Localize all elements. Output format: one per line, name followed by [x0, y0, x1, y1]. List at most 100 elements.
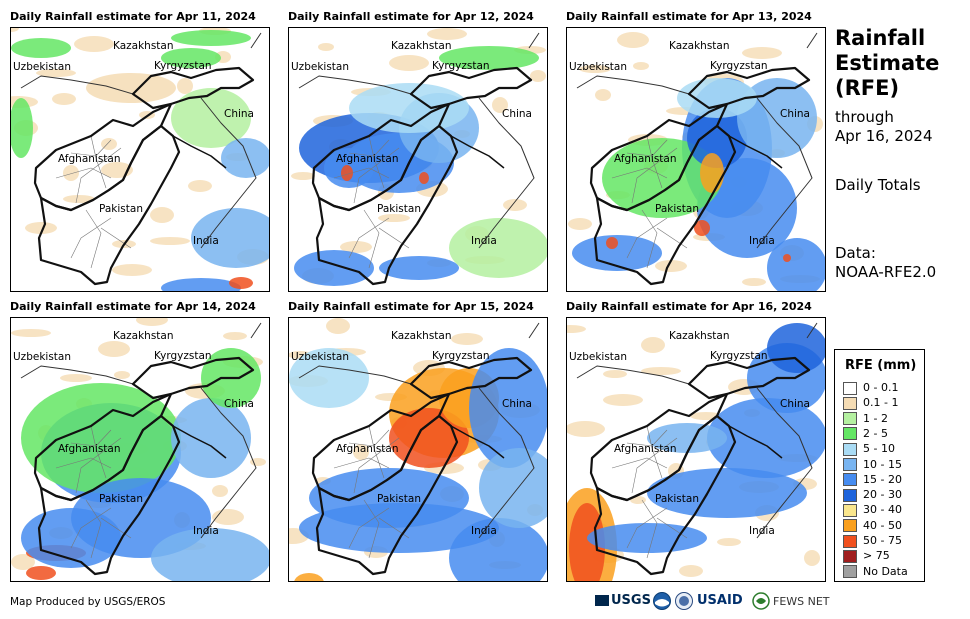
rain-area: [647, 468, 807, 518]
rain-area: [633, 62, 649, 70]
daily-totals-text: Daily Totals: [835, 176, 921, 194]
legend-item: No Data: [843, 564, 908, 579]
country-label-afghanistan: Afghanistan: [336, 443, 399, 455]
legend-label: 15 - 20: [863, 472, 902, 486]
rain-area: [294, 250, 374, 286]
legend-label: 0 - 0.1: [863, 381, 899, 394]
rain-area: [36, 69, 76, 77]
country-label-china: China: [502, 108, 532, 120]
rain-area: [567, 421, 605, 437]
country-label-india: India: [471, 525, 497, 537]
country-label-uzbekistan: Uzbekistan: [13, 351, 71, 363]
rain-area: [603, 370, 627, 378]
through-text: through Apr 16, 2024: [835, 108, 933, 146]
rain-area: [378, 214, 410, 222]
legend-item: 1 - 2: [843, 411, 888, 426]
country-label-kazakhstan: Kazakhstan: [113, 40, 174, 52]
country-label-pakistan: Pakistan: [377, 493, 421, 505]
rain-area: [389, 55, 429, 71]
rain-area: [641, 367, 681, 375]
rain-area: [677, 78, 757, 118]
rain-area: [136, 318, 168, 326]
rain-area: [568, 218, 592, 230]
through-label: through: [835, 108, 894, 126]
country-label-uzbekistan: Uzbekistan: [13, 61, 71, 73]
rain-area: [579, 65, 611, 73]
country-label-india: India: [471, 235, 497, 247]
through-date: Apr 16, 2024: [835, 127, 933, 145]
rain-area: [63, 165, 79, 181]
rain-area: [229, 277, 253, 289]
rain-area: [150, 207, 174, 223]
panel-title: Daily Rainfall estimate for Apr 13, 2024: [566, 10, 812, 23]
rain-area: [783, 254, 791, 262]
country-label-india: India: [749, 235, 775, 247]
legend-swatch: [843, 396, 857, 410]
title-line-1: Rainfall: [835, 26, 926, 50]
country-label-china: China: [224, 108, 254, 120]
rainfall-map: Kazakhstan Uzbekistan Kyrgyzstan China Afgha…: [288, 317, 548, 582]
panel-title: Daily Rainfall estimate for Apr 14, 2024: [10, 300, 256, 313]
fews-net-logo: FEWS NET: [773, 595, 830, 608]
legend-swatch: [843, 565, 857, 579]
country-label-kyrgyzstan: Kyrgyzstan: [710, 350, 768, 362]
panel-title: Daily Rainfall estimate for Apr 16, 2024: [566, 300, 812, 313]
rain-area: [151, 528, 269, 581]
rain-area: [212, 485, 228, 497]
rain-area: [74, 36, 114, 52]
rain-area: [767, 323, 825, 373]
rain-area: [25, 222, 57, 234]
rain-area: [694, 220, 710, 236]
rainfall-map: Kazakhstan Uzbekistan Kyrgyzstan China Afgha…: [566, 27, 826, 292]
rain-area: [353, 444, 369, 460]
legend-label: 50 - 75: [863, 534, 902, 547]
legend-swatch: [843, 442, 857, 456]
country-label-india: India: [749, 525, 775, 537]
country-label-kazakhstan: Kazakhstan: [669, 330, 730, 342]
rain-area: [318, 43, 334, 51]
rain-area: [294, 573, 324, 581]
legend-label: 40 - 50: [863, 518, 902, 532]
legend-swatch: [843, 549, 857, 563]
country-label-china: China: [780, 108, 810, 120]
rainfall-map: Kazakhstan Uzbekistan Kyrgyzstan China Afgha…: [566, 317, 826, 582]
rain-area: [191, 208, 269, 268]
country-label-pakistan: Pakistan: [99, 493, 143, 505]
legend-item: 10 - 15: [843, 457, 902, 472]
legend-label: > 75: [863, 549, 890, 563]
legend-label: 30 - 40: [863, 503, 902, 517]
title-line-3: (RFE): [835, 76, 900, 100]
legend-label: 10 - 15: [863, 457, 902, 471]
rainfall-map: Kazakhstan Uzbekistan Kyrgyzstan China Afgha…: [288, 27, 548, 292]
rain-area: [530, 70, 546, 82]
usgs-logo: USGS: [595, 593, 651, 608]
country-label-afghanistan: Afghanistan: [614, 443, 677, 455]
country-label-pakistan: Pakistan: [377, 203, 421, 215]
rain-area: [221, 138, 269, 178]
country-label-afghanistan: Afghanistan: [58, 153, 121, 165]
rain-area: [349, 83, 469, 133]
rain-area: [161, 278, 241, 291]
legend-item: 50 - 75: [843, 533, 902, 548]
country-label-china: China: [780, 398, 810, 410]
country-label-kyrgyzstan: Kyrgyzstan: [432, 60, 490, 72]
map-credit: Map Produced by USGS/EROS: [10, 596, 166, 608]
rain-area: [451, 333, 483, 345]
rain-area: [804, 550, 820, 566]
country-label-pakistan: Pakistan: [655, 203, 699, 215]
legend-swatch: [843, 427, 857, 441]
rain-area: [767, 238, 825, 291]
rain-area: [114, 371, 130, 379]
legend-title: RFE (mm): [845, 358, 917, 373]
data-source-text: Data: NOAA-RFE2.0: [835, 244, 936, 282]
rain-area: [223, 332, 247, 340]
country-label-afghanistan: Afghanistan: [614, 153, 677, 165]
legend-swatch: [843, 381, 857, 395]
legend-swatch: [843, 519, 857, 533]
rain-area: [617, 32, 649, 48]
rain-area: [289, 348, 369, 408]
rain-area: [606, 237, 618, 249]
rain-area: [171, 30, 251, 46]
legend-swatch: [843, 503, 857, 517]
